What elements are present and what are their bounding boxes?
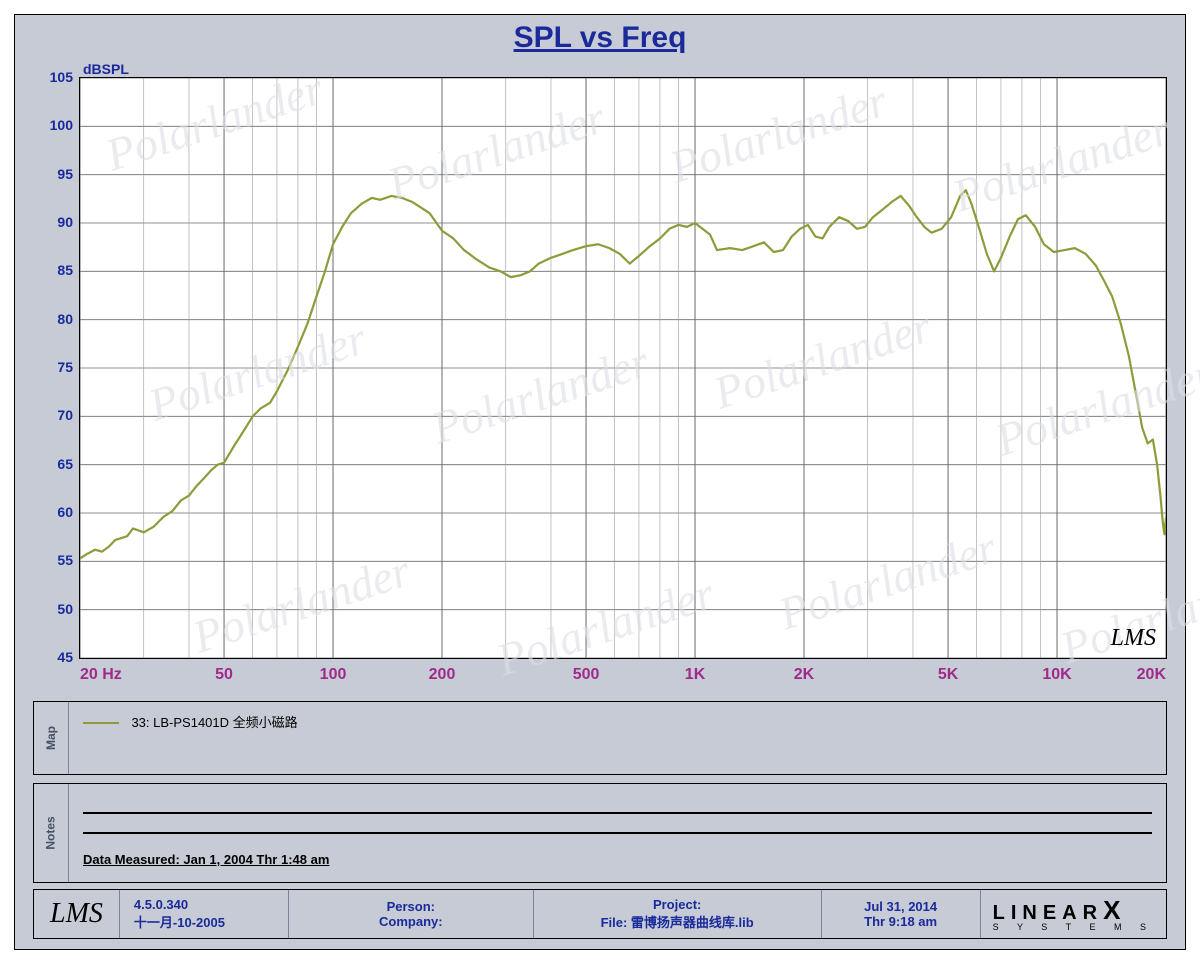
chart-title-text: SPL vs Freq bbox=[514, 21, 687, 54]
notes-rule-1 bbox=[83, 812, 1152, 814]
data-measured-text: Data Measured: Jan 1, 2004 Thr 1:48 am bbox=[83, 852, 1152, 867]
notes-panel-body: Data Measured: Jan 1, 2004 Thr 1:48 am bbox=[69, 784, 1166, 882]
lms-watermark: LMS bbox=[1111, 625, 1156, 652]
footer-version: 4.5.0.340 十一月-10-2005 bbox=[120, 890, 289, 938]
notes-side-label: Notes bbox=[34, 784, 69, 882]
plot-svg bbox=[80, 78, 1166, 658]
map-panel-body: 33: LB-PS1401D 全频小磁路 bbox=[69, 702, 1166, 774]
footer-date: Jul 31, 2014 Thr 9:18 am bbox=[822, 890, 981, 938]
map-side-label: Map bbox=[34, 702, 69, 774]
map-panel: Map 33: LB-PS1401D 全频小磁路 bbox=[33, 701, 1167, 775]
page-root: SPL vs Freq dBSPL 4550556065707580859095… bbox=[0, 0, 1200, 960]
plot-box: PolarlanderPolarlanderPolarlanderPolarla… bbox=[79, 77, 1167, 659]
linearx-logo: LINEARX S Y S T E M S bbox=[981, 890, 1166, 938]
legend-swatch bbox=[83, 722, 119, 724]
lms-logo: LMS bbox=[34, 890, 120, 938]
notes-panel: Notes Data Measured: Jan 1, 2004 Thr 1:4… bbox=[33, 783, 1167, 883]
footer-project: Project: File: 雷博扬声器曲线库.lib bbox=[534, 890, 822, 938]
footer-person: Person: Company: bbox=[289, 890, 534, 938]
notes-rule-2 bbox=[83, 832, 1152, 834]
chart-area: dBSPL 4550556065707580859095100105 Polar… bbox=[33, 61, 1167, 687]
outer-frame: SPL vs Freq dBSPL 4550556065707580859095… bbox=[14, 14, 1186, 950]
y-axis-ticks: 4550556065707580859095100105 bbox=[33, 77, 79, 659]
footer-bar: LMS 4.5.0.340 十一月-10-2005 Person: Compan… bbox=[33, 889, 1167, 939]
y-axis-unit: dBSPL bbox=[83, 61, 1167, 77]
legend-text: 33: LB-PS1401D 全频小磁路 bbox=[131, 715, 297, 730]
chart-title: SPL vs Freq bbox=[15, 15, 1185, 55]
